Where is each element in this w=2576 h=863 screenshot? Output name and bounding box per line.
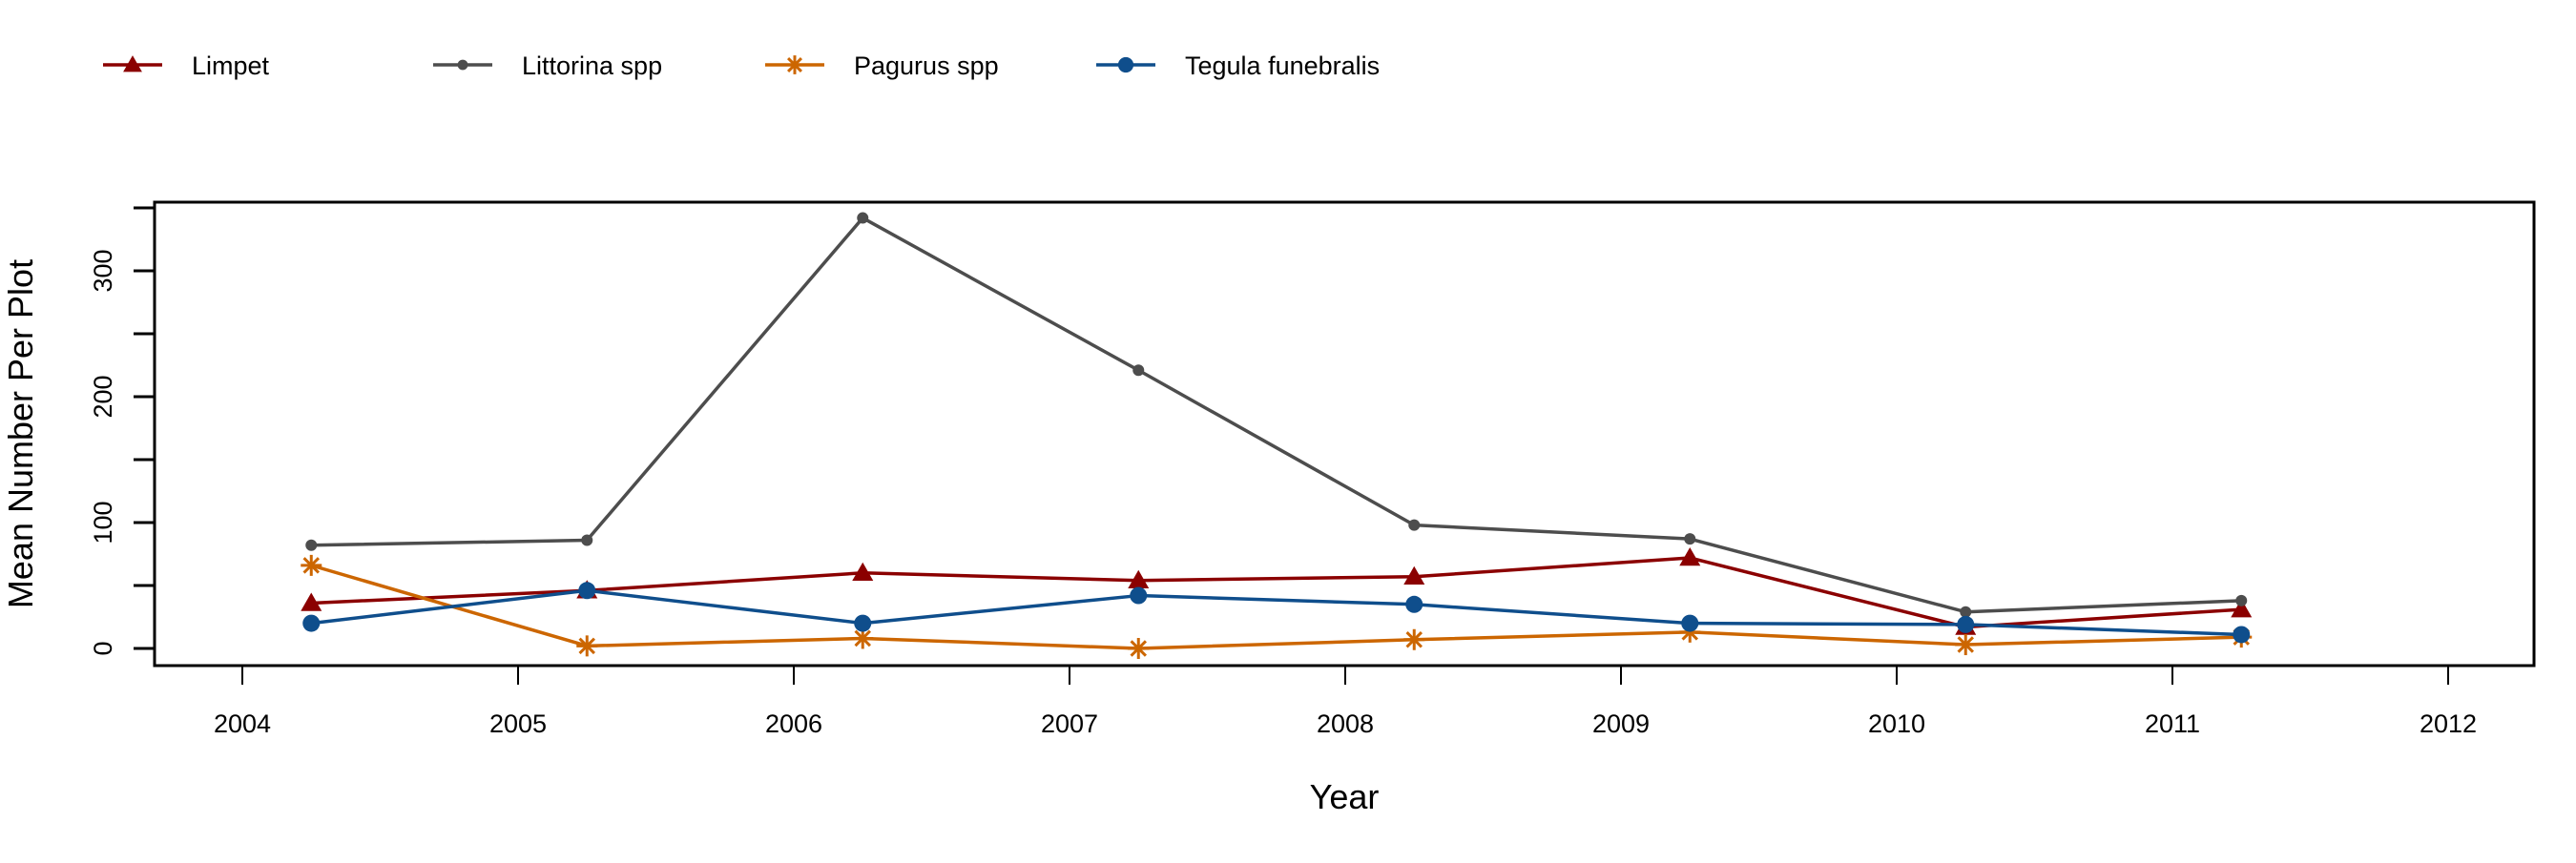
triangle-marker — [2231, 599, 2253, 618]
triangle-marker — [301, 592, 322, 611]
legend-label: Pagurus spp — [854, 51, 999, 80]
y-axis-title: Mean Number Per Plot — [1, 259, 40, 608]
circle-marker — [854, 614, 872, 632]
point-marker — [1684, 533, 1696, 545]
legend-item: Limpet — [103, 51, 270, 80]
x-tick-label: 2008 — [1317, 709, 1374, 738]
circle-marker — [2233, 626, 2251, 644]
triangle-marker — [123, 55, 142, 72]
y-axis: 0 100 200 300 — [89, 206, 155, 656]
point-marker — [2235, 594, 2248, 606]
triangle-marker — [1128, 569, 1150, 588]
series-littorina-spp — [305, 212, 2248, 618]
asterisk-marker — [785, 55, 804, 74]
series-line — [311, 556, 2242, 629]
legend-label: Tegula funebralis — [1185, 51, 1380, 80]
triangle-marker — [852, 562, 874, 582]
circle-marker — [1130, 586, 1148, 605]
x-tick-label: 2004 — [214, 709, 271, 738]
x-tick-label: 2009 — [1592, 709, 1650, 738]
triangle-marker — [1679, 546, 1701, 566]
plot-area — [301, 212, 2253, 659]
circle-marker — [578, 582, 596, 600]
legend-item: Littorina spp — [433, 51, 662, 80]
point-marker — [857, 212, 869, 224]
x-tick-label: 2011 — [2145, 709, 2200, 738]
legend: Limpet Littorina spp Pagurus spp Tegula fun… — [103, 51, 1380, 80]
x-tick-label: 2006 — [765, 709, 822, 738]
y-tick-label: 200 — [89, 375, 117, 418]
legend-item: Pagurus spp — [765, 51, 999, 80]
x-axis: 2004 2005 2006 2007 2008 2009 2010 2011 2012 — [214, 666, 2477, 738]
point-marker — [1132, 364, 1145, 377]
series-line — [311, 216, 2242, 614]
legend-label: Littorina spp — [522, 51, 662, 80]
series-line — [310, 564, 2242, 650]
x-tick-label: 2012 — [2420, 709, 2477, 738]
legend-label: Limpet — [192, 51, 270, 80]
asterisk-marker — [301, 554, 322, 576]
circle-marker — [1681, 614, 1699, 632]
x-tick-label: 2010 — [1868, 709, 1925, 738]
y-tick-label: 100 — [89, 501, 117, 544]
plot-frame — [153, 200, 2536, 668]
x-axis-title: Year — [1310, 777, 1380, 816]
point-marker — [1960, 606, 1972, 618]
asterisk-marker — [1403, 628, 1425, 650]
y-tick-label: 300 — [89, 249, 117, 292]
y-tick-label: 0 — [89, 641, 117, 655]
circle-marker — [302, 614, 321, 632]
asterisk-marker — [1955, 634, 1977, 656]
x-tick-label: 2005 — [489, 709, 547, 738]
x-tick-label: 2007 — [1041, 709, 1098, 738]
asterisk-marker — [576, 635, 598, 657]
series-tegula-funebralis — [302, 582, 2251, 644]
point-marker — [457, 59, 468, 71]
point-marker — [1408, 519, 1421, 531]
series-pagurus-spp — [301, 554, 2253, 659]
point-marker — [305, 539, 318, 551]
point-marker — [581, 534, 593, 546]
circle-marker — [1957, 615, 1975, 633]
circle-marker — [1405, 595, 1423, 613]
legend-item: Tegula funebralis — [1096, 51, 1380, 80]
circle-marker — [1117, 56, 1134, 73]
series-line — [311, 588, 2242, 637]
triangle-marker — [1403, 565, 1425, 586]
asterisk-marker — [1128, 638, 1150, 659]
